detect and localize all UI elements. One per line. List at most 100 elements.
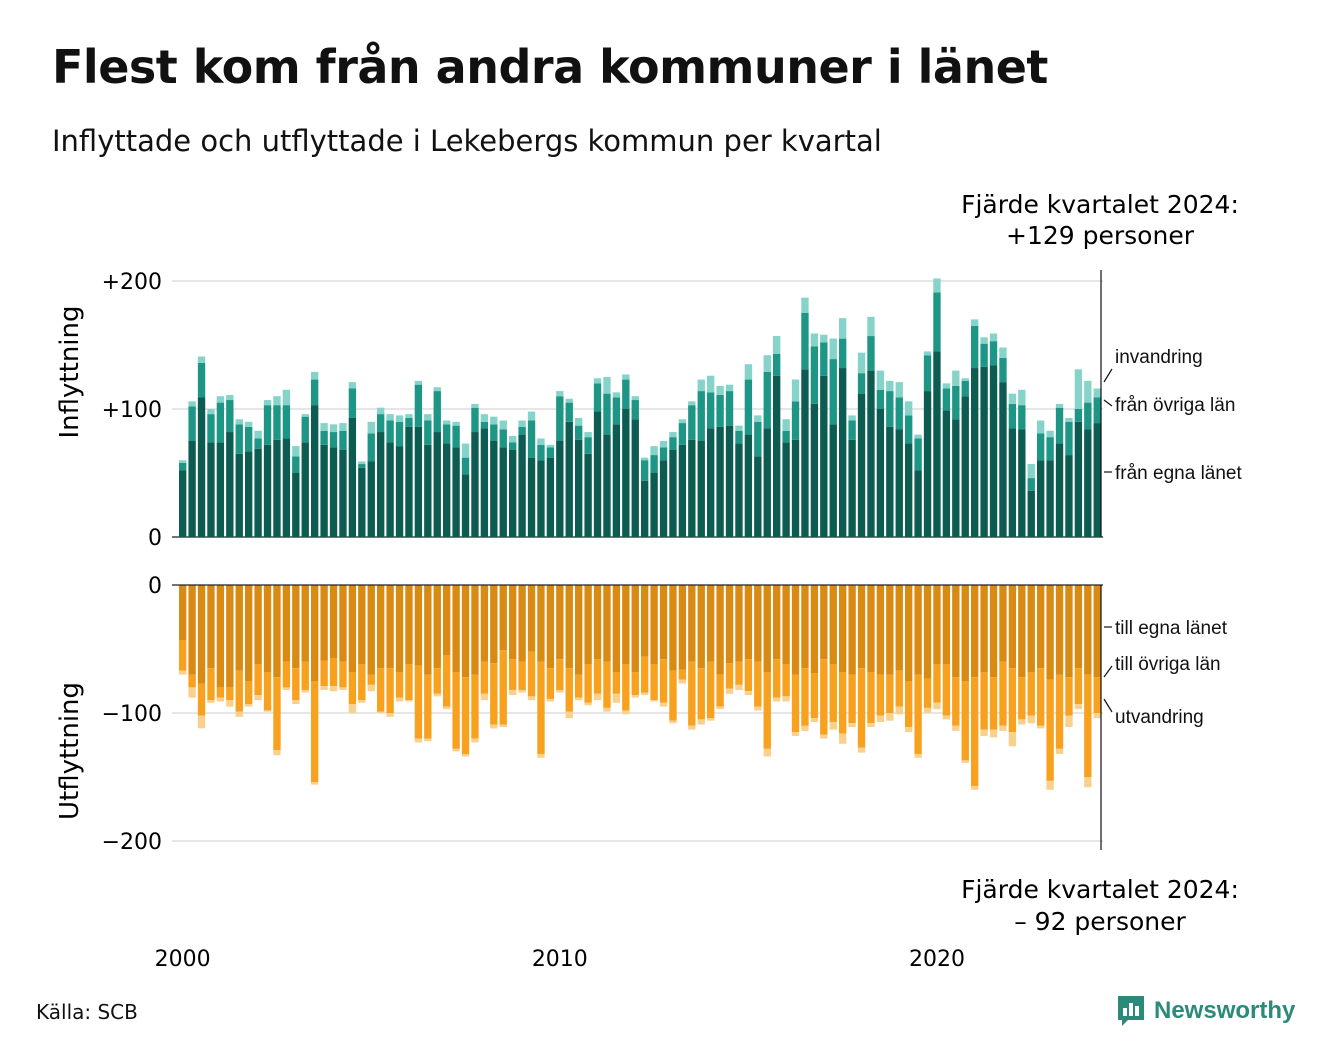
bar-out-emigration — [254, 695, 262, 701]
bar-out-emigration — [697, 719, 705, 725]
bar-out-other-counties — [1018, 677, 1026, 720]
bar-in-immigration — [942, 383, 951, 389]
bar-in-immigration — [216, 396, 225, 403]
bar-out-emigration — [1008, 732, 1017, 747]
bar-in-other-counties — [763, 371, 771, 429]
bar-out-own-county — [527, 585, 536, 652]
bar-out-emigration — [810, 718, 819, 722]
bar-in-other-counties — [471, 407, 479, 433]
bar-out-emigration — [1065, 715, 1073, 728]
bar-out-emigration — [329, 686, 338, 692]
bar-out-emigration — [971, 785, 979, 790]
bar-out-other-counties — [801, 668, 809, 726]
bar-out-other-counties — [509, 659, 517, 690]
bar-in-immigration — [829, 338, 837, 360]
bar-in-other-counties — [367, 433, 375, 462]
bar-out-own-county — [612, 585, 621, 673]
legend-till-ovriga-lan: till övriga län — [1115, 654, 1221, 675]
bar-out-emigration — [358, 700, 366, 703]
bar-out-emigration — [886, 713, 894, 721]
bar-out-other-counties — [971, 677, 979, 786]
newsworthy-logo[interactable]: Newsworthy — [1116, 994, 1295, 1028]
bar-in-immigration — [839, 318, 847, 339]
bar-in-other-counties — [518, 426, 526, 435]
bar-in-other-counties — [971, 325, 979, 369]
bar-in-immigration — [490, 416, 498, 425]
bar-in-other-counties — [358, 464, 366, 468]
bar-out-other-counties — [556, 659, 564, 690]
bar-in-own-county — [1018, 429, 1026, 537]
bar-out-own-county — [197, 585, 206, 684]
bar-in-other-counties — [1074, 409, 1083, 422]
bar-in-immigration — [593, 378, 602, 384]
bar-out-other-counties — [1037, 668, 1045, 726]
bar-out-own-county — [650, 585, 658, 665]
bar-out-emigration — [707, 718, 715, 721]
bar-in-own-county — [358, 467, 366, 537]
bar-in-own-county — [697, 441, 705, 537]
bar-in-other-counties — [1008, 403, 1017, 429]
bar-out-other-counties — [282, 661, 291, 688]
bar-out-emigration — [763, 748, 771, 757]
leader-till-ovriga-lan — [1103, 665, 1113, 678]
bar-in-own-county — [773, 375, 781, 537]
bar-in-immigration — [707, 375, 715, 393]
bottom-y-tick-label: −100 — [102, 702, 162, 727]
bar-in-immigration — [631, 396, 639, 401]
bar-in-other-counties — [1084, 402, 1092, 430]
bottom-annotation-value: – 92 personer — [1014, 907, 1186, 936]
bar-in-other-counties — [659, 447, 668, 461]
bar-out-other-counties — [678, 669, 687, 680]
bar-in-other-counties — [386, 420, 394, 443]
bar-in-immigration — [895, 382, 903, 398]
bar-in-own-county — [461, 474, 470, 537]
bar-in-own-county — [254, 448, 262, 537]
bar-in-own-county — [367, 461, 375, 537]
bar-in-immigration — [358, 461, 366, 465]
bar-in-immigration — [961, 378, 969, 381]
bar-out-emigration — [659, 702, 668, 707]
bar-out-emigration — [725, 688, 734, 694]
bar-out-other-counties — [612, 672, 621, 694]
bar-out-emigration — [575, 697, 583, 701]
bar-out-own-county — [1008, 585, 1017, 669]
bar-in-other-counties — [329, 432, 338, 448]
bar-in-immigration — [207, 409, 215, 415]
bar-in-other-counties — [424, 420, 432, 445]
bar-in-own-county — [603, 434, 611, 537]
bar-in-immigration — [499, 420, 507, 430]
bar-out-other-counties — [641, 656, 649, 693]
legend-fran-ovriga-lan: från övriga län — [1115, 395, 1235, 416]
bar-out-other-counties — [546, 668, 555, 699]
bar-out-own-county — [292, 585, 300, 669]
bar-in-other-counties — [848, 420, 856, 440]
bar-out-emigration — [754, 706, 762, 711]
bar-in-other-counties — [876, 389, 885, 409]
bar-out-emigration — [216, 697, 225, 702]
bar-out-emigration — [791, 732, 800, 737]
bar-in-immigration — [179, 460, 187, 463]
bar-in-own-county — [565, 421, 573, 537]
bar-in-immigration — [537, 438, 545, 445]
bar-out-own-county — [829, 585, 837, 665]
bar-out-emigration — [942, 715, 951, 720]
bar-in-other-counties — [452, 425, 460, 448]
bar-in-immigration — [952, 370, 960, 386]
bar-in-other-counties — [527, 420, 536, 458]
bar-out-own-county — [716, 585, 724, 675]
bar-out-emigration — [273, 750, 281, 756]
bar-in-immigration — [612, 392, 621, 398]
bar-out-other-counties — [763, 672, 771, 749]
bar-out-own-county — [735, 585, 743, 662]
bar-in-other-counties — [179, 462, 187, 471]
bar-out-emigration — [584, 702, 592, 706]
bar-out-other-counties — [716, 674, 724, 707]
bar-out-emigration — [367, 684, 375, 692]
bar-in-other-counties — [499, 429, 507, 448]
bar-out-own-county — [1018, 585, 1026, 678]
bar-in-other-counties — [810, 346, 819, 404]
bar-in-immigration — [810, 333, 819, 347]
bar-in-other-counties — [301, 416, 309, 443]
bar-in-other-counties — [1093, 397, 1101, 424]
x-tick-label: 2000 — [155, 947, 211, 972]
